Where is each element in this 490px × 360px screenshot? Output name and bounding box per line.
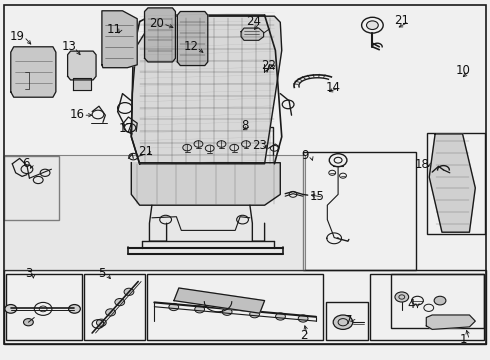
Bar (4, 270, 486, 344)
Circle shape (298, 315, 308, 322)
Circle shape (69, 305, 80, 313)
Text: 17: 17 (119, 122, 134, 135)
Bar (84, 274, 145, 340)
Text: 13: 13 (62, 40, 77, 53)
Polygon shape (174, 288, 265, 313)
Bar (427, 133, 485, 234)
Text: 19: 19 (10, 30, 24, 42)
Text: 22: 22 (261, 59, 276, 72)
Text: 21: 21 (394, 14, 409, 27)
Polygon shape (131, 163, 280, 205)
Text: 1: 1 (459, 333, 467, 346)
Circle shape (169, 303, 179, 311)
Text: 11: 11 (106, 23, 121, 36)
Bar (391, 274, 484, 328)
Circle shape (115, 298, 124, 306)
Circle shape (97, 319, 106, 326)
Bar (326, 302, 368, 340)
Circle shape (250, 311, 260, 318)
Text: 24: 24 (246, 15, 261, 28)
Text: 10: 10 (456, 64, 470, 77)
Text: 23: 23 (252, 139, 267, 152)
Circle shape (106, 309, 116, 316)
Polygon shape (11, 47, 56, 97)
Polygon shape (177, 12, 208, 66)
Text: 7: 7 (345, 314, 353, 327)
Circle shape (447, 160, 455, 166)
Text: 14: 14 (326, 81, 341, 94)
Circle shape (395, 292, 409, 302)
Polygon shape (73, 78, 91, 90)
Text: 20: 20 (149, 17, 164, 30)
Bar (4, 155, 305, 270)
Text: 9: 9 (301, 149, 309, 162)
Text: 2: 2 (300, 329, 308, 342)
Circle shape (367, 21, 378, 30)
Text: 5: 5 (98, 267, 106, 280)
Circle shape (222, 308, 232, 315)
Circle shape (434, 296, 446, 305)
Bar (370, 274, 484, 340)
Circle shape (124, 288, 134, 296)
Text: 3: 3 (24, 267, 32, 280)
Circle shape (333, 315, 353, 329)
Bar (303, 152, 416, 270)
Polygon shape (131, 16, 282, 164)
Text: 15: 15 (310, 190, 325, 203)
Polygon shape (102, 11, 137, 68)
Bar (6, 274, 82, 340)
Bar (4, 156, 59, 220)
Text: 12: 12 (184, 40, 198, 53)
Polygon shape (68, 51, 96, 80)
Text: 21: 21 (139, 145, 153, 158)
Text: 6: 6 (22, 157, 29, 170)
Text: 8: 8 (241, 119, 249, 132)
Text: 18: 18 (415, 158, 430, 171)
Circle shape (24, 319, 33, 326)
Circle shape (275, 313, 285, 320)
Polygon shape (241, 28, 264, 40)
Circle shape (5, 305, 17, 313)
Text: 4: 4 (408, 298, 416, 311)
Text: 16: 16 (70, 108, 85, 121)
Circle shape (456, 163, 464, 169)
Circle shape (195, 306, 204, 313)
Bar (147, 274, 323, 340)
Polygon shape (145, 8, 175, 62)
Polygon shape (429, 134, 475, 232)
Polygon shape (426, 315, 475, 329)
Bar (171, 127, 273, 170)
